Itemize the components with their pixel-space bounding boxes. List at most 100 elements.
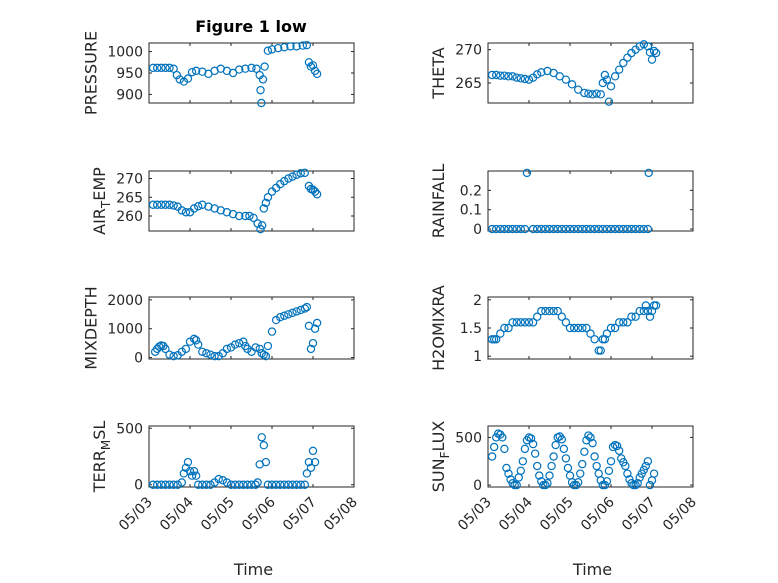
data-point <box>288 480 297 489</box>
data-point <box>578 224 587 234</box>
y-tick-label: 265 <box>455 76 482 92</box>
data-series <box>148 40 322 108</box>
data-point <box>214 474 223 484</box>
data-point <box>520 444 530 454</box>
data-point <box>300 480 309 489</box>
data-point <box>561 75 571 84</box>
data-point <box>284 174 293 183</box>
y-axis-label: THETA <box>429 47 448 99</box>
data-point <box>565 224 575 234</box>
data-point <box>496 224 505 234</box>
data-point <box>292 42 301 51</box>
x-axis-label: Time <box>572 560 612 579</box>
data-point <box>261 198 271 208</box>
data-point <box>312 69 322 79</box>
data-point <box>302 469 312 478</box>
data-point <box>590 335 599 344</box>
data-point <box>619 318 628 327</box>
data-point <box>492 335 501 344</box>
data-point <box>310 324 320 333</box>
data-point <box>615 224 624 234</box>
data-point <box>252 64 261 73</box>
data-point <box>574 224 583 234</box>
data-point <box>191 471 201 480</box>
data-point <box>623 53 632 62</box>
data-point <box>553 224 562 234</box>
data-point <box>306 463 316 472</box>
data-point <box>549 224 558 234</box>
data-point <box>551 440 560 450</box>
data-point <box>218 476 227 485</box>
y-tick-label: 265 <box>116 190 143 206</box>
data-point <box>177 478 186 487</box>
data-point <box>251 480 260 489</box>
data-series <box>150 302 322 361</box>
data-point <box>169 201 178 210</box>
data-point <box>563 463 573 473</box>
data-point <box>500 323 509 333</box>
data-point <box>596 346 605 355</box>
data-point <box>586 433 595 442</box>
data-point <box>165 63 174 73</box>
data-point <box>487 452 497 461</box>
y-axis-label: H2OMIXRA <box>429 285 448 371</box>
data-point <box>230 340 240 349</box>
data-point <box>263 193 273 202</box>
data-point <box>191 336 201 345</box>
data-point <box>183 74 193 83</box>
data-point <box>561 454 571 463</box>
data-point <box>256 224 265 234</box>
data-point <box>623 318 632 327</box>
data-point <box>586 224 595 234</box>
data-point <box>302 302 312 312</box>
data-point <box>639 224 649 234</box>
data-point <box>222 478 232 487</box>
data-point <box>504 469 513 478</box>
data-point <box>261 457 271 467</box>
data-point <box>198 480 207 489</box>
y-tick-label: 1000 <box>107 45 143 61</box>
data-point <box>304 457 314 467</box>
y-axis-label-part: MIXDEPTH <box>82 286 101 369</box>
data-point <box>169 480 178 489</box>
y-axis-label-part: SUN <box>429 458 448 492</box>
data-point <box>584 431 593 440</box>
data-point <box>312 318 322 328</box>
data-point <box>239 337 248 346</box>
data-point <box>263 341 273 351</box>
data-point <box>641 461 651 471</box>
data-point <box>504 72 513 81</box>
y-axis-label-part: H2OMIXRA <box>429 285 448 371</box>
data-point <box>280 480 289 489</box>
data-point <box>574 478 583 487</box>
data-point <box>649 469 659 478</box>
data-point <box>193 340 203 349</box>
data-point <box>643 224 653 234</box>
data-point <box>623 224 632 234</box>
y-axis-label: RAINFALL <box>429 164 448 239</box>
data-point <box>181 344 191 354</box>
data-point <box>306 344 316 354</box>
y-axis-label-part: PRESSURE <box>82 31 101 115</box>
axes-box <box>487 170 694 232</box>
data-point <box>298 41 307 50</box>
y-tick-label: 500 <box>116 421 143 437</box>
data-series <box>487 168 653 234</box>
data-point <box>541 306 550 316</box>
data-point <box>187 471 197 480</box>
data-point <box>234 65 244 74</box>
data-point <box>524 318 534 327</box>
y-axis-label-part: T <box>99 200 113 209</box>
data-point <box>604 466 614 475</box>
data-point <box>590 224 599 234</box>
data-point <box>615 446 624 455</box>
data-point <box>256 85 265 95</box>
data-point <box>280 43 289 52</box>
data-point <box>574 323 583 333</box>
data-point <box>533 70 542 79</box>
data-point <box>580 447 589 456</box>
data-point <box>230 480 240 489</box>
data-point <box>310 457 320 467</box>
